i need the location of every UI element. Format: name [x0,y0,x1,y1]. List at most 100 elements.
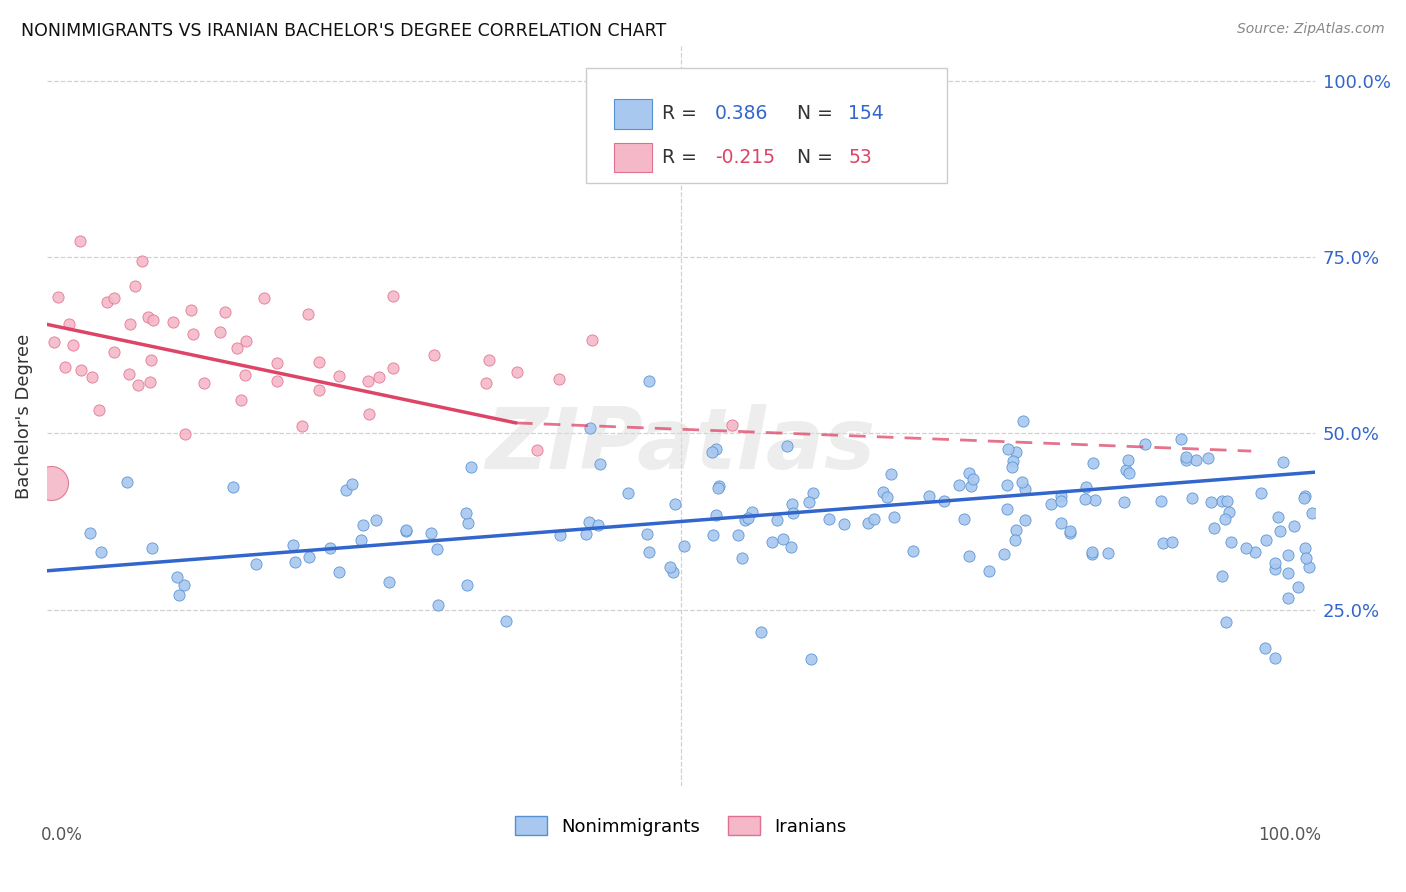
Point [1213,512,1236,526]
Point [89,402,111,417]
Point [1286,580,1309,594]
Point [1201,495,1223,509]
Legend: Nonimmigrants, Iranians: Nonimmigrants, Iranians [508,809,853,843]
Point [1271,455,1294,469]
Point [1185,453,1208,467]
Point [96,295,118,310]
Point [1250,486,1272,500]
Point [291,419,314,434]
Text: 100.0%: 100.0% [1258,826,1322,844]
FancyBboxPatch shape [586,69,948,183]
Point [1004,533,1026,547]
Point [117,475,139,489]
Point [876,491,898,505]
Point [208,325,231,339]
FancyBboxPatch shape [613,99,651,128]
Point [749,625,772,640]
Point [308,355,330,369]
Point [382,360,405,375]
Point [231,392,253,407]
Point [776,439,799,453]
Point [169,588,191,602]
Point [1264,651,1286,665]
Point [166,570,188,584]
Point [780,540,803,554]
Point [801,486,824,500]
Point [636,527,658,541]
Point [979,564,1001,578]
Point [70,362,93,376]
Point [883,510,905,524]
Point [1277,591,1299,606]
Point [1254,533,1277,547]
Point [1218,505,1240,519]
Point [1081,547,1104,561]
Point [959,479,981,493]
Point [761,534,783,549]
Point [174,427,197,442]
Point [352,518,374,533]
Point [39,475,62,490]
Point [1220,534,1243,549]
Point [548,528,571,542]
Point [1118,467,1140,481]
Point [658,560,681,574]
Point [141,541,163,555]
Point [638,374,661,388]
Point [1115,463,1137,477]
Point [124,278,146,293]
Point [1160,535,1182,549]
Point [266,374,288,388]
Point [308,384,330,398]
Point [1294,489,1316,503]
Point [1152,536,1174,550]
Point [727,528,749,542]
Point [1081,545,1104,559]
Point [127,378,149,392]
Point [118,318,141,332]
Point [1050,516,1073,530]
Text: 53: 53 [848,148,872,167]
Text: ZIPatlas: ZIPatlas [485,404,876,487]
Point [948,478,970,492]
Point [142,312,165,326]
Point [1014,482,1036,496]
Point [139,353,162,368]
Point [222,480,245,494]
Point [1112,494,1135,508]
Point [962,472,984,486]
Point [233,368,256,382]
Point [957,549,980,563]
Point [1050,489,1073,503]
Point [235,334,257,348]
Point [131,253,153,268]
Point [1181,491,1204,506]
Point [766,513,789,527]
Point [1197,451,1219,466]
Point [79,525,101,540]
Point [863,512,886,526]
Text: 154: 154 [848,104,884,123]
Point [394,524,416,539]
Point [586,517,609,532]
Point [357,374,380,388]
Point [181,326,204,341]
Point [638,545,661,559]
Point [997,442,1019,456]
Point [1076,480,1098,494]
Point [1270,524,1292,538]
Point [1005,523,1028,537]
Point [617,486,640,500]
Text: Source: ZipAtlas.com: Source: ZipAtlas.com [1237,22,1385,37]
Point [1295,551,1317,566]
Point [427,598,450,612]
Point [252,291,274,305]
Point [1001,454,1024,468]
Point [1059,526,1081,541]
Point [1135,437,1157,451]
Point [707,481,730,495]
Point [1202,521,1225,535]
Point [42,334,65,349]
Text: -0.215: -0.215 [716,148,775,167]
FancyBboxPatch shape [613,143,651,172]
